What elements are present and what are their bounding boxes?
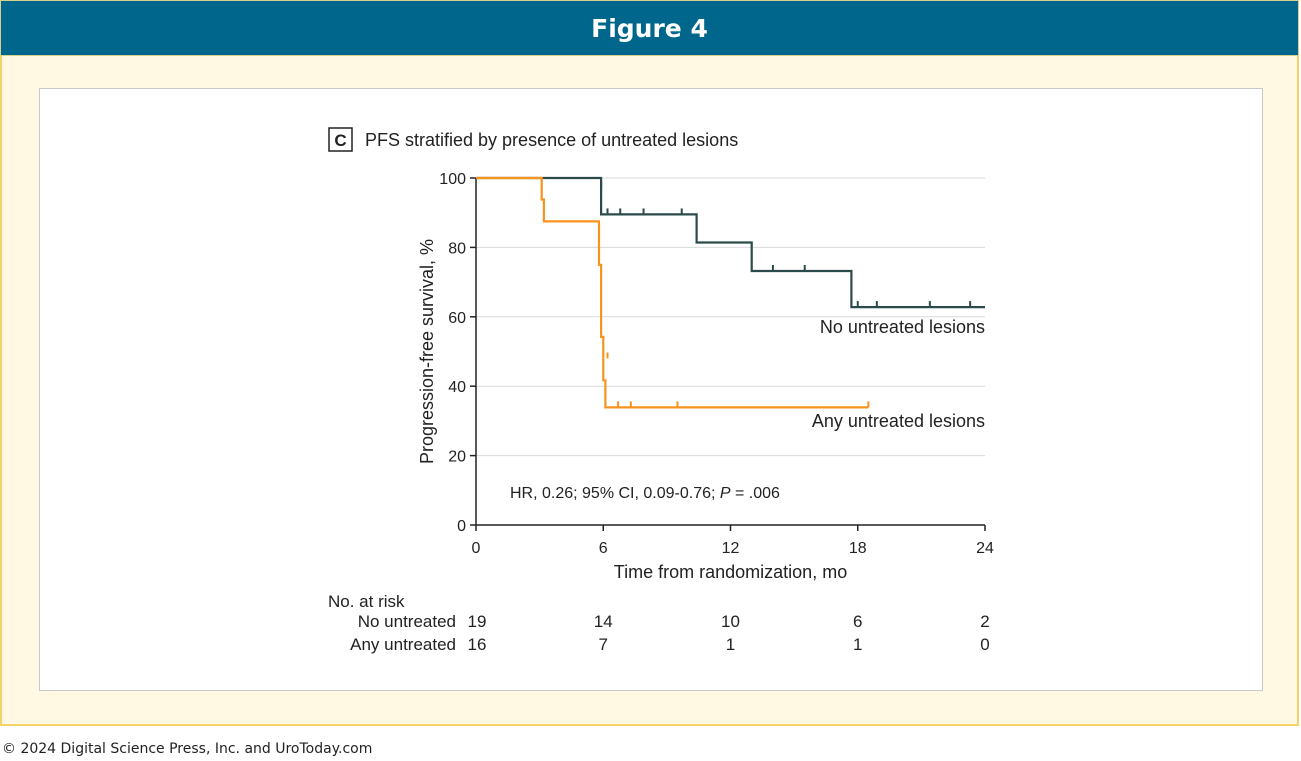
y-tick-label: 100 xyxy=(439,171,466,188)
at-risk-row-label: No untreated xyxy=(358,612,456,631)
at-risk-heading: No. at risk xyxy=(328,592,405,611)
x-tick-label: 6 xyxy=(599,540,608,557)
series-line-any-untreated xyxy=(476,176,869,409)
x-tick-label: 12 xyxy=(722,540,740,557)
at-risk-value: 1 xyxy=(853,635,862,654)
chart-title: PFS stratified by presence of untreated … xyxy=(365,130,738,150)
at-risk-value: 6 xyxy=(853,612,862,631)
figure-title: Figure 4 xyxy=(591,13,708,43)
y-tick-label: 60 xyxy=(448,310,466,327)
series-label-any-untreated: Any untreated lesions xyxy=(812,411,985,431)
figure-header: Figure 4 xyxy=(0,0,1299,56)
x-axis-label: Time from randomization, mo xyxy=(614,562,847,582)
at-risk-value: 2 xyxy=(980,612,989,631)
at-risk-value: 14 xyxy=(594,612,613,631)
y-axis-label: Progression-free survival, % xyxy=(417,239,437,464)
at-risk-value: 19 xyxy=(468,612,487,631)
panel-letter-box xyxy=(328,127,353,152)
y-tick-label: 80 xyxy=(448,240,466,257)
series-label-no-untreated: No untreated lesions xyxy=(820,317,985,337)
at-risk-value: 10 xyxy=(721,612,740,631)
x-tick-label: 24 xyxy=(976,540,994,557)
at-risk-value: 16 xyxy=(468,635,487,654)
x-tick-label: 0 xyxy=(472,540,481,557)
at-risk-value: 0 xyxy=(980,635,989,654)
chart-panel: C PFS stratified by presence of untreated… xyxy=(39,88,1263,691)
y-tick-label: 40 xyxy=(448,379,466,396)
at-risk-row-label: Any untreated xyxy=(350,635,456,654)
x-tick-label: 18 xyxy=(849,540,867,557)
at-risk-value: 1 xyxy=(726,635,735,654)
y-tick-label: 20 xyxy=(448,449,466,466)
copyright-text: © 2024 Digital Science Press, Inc. and U… xyxy=(2,741,373,757)
hr-annotation: HR, 0.26; 95% CI, 0.09-0.76; P = .006 xyxy=(510,485,780,502)
series-line-no-untreated xyxy=(476,176,985,309)
y-tick-label: 0 xyxy=(457,518,466,535)
panel-letter: C xyxy=(334,131,346,150)
at-risk-value: 7 xyxy=(599,635,608,654)
km-chart: C PFS stratified by presence of untreated… xyxy=(328,127,994,654)
